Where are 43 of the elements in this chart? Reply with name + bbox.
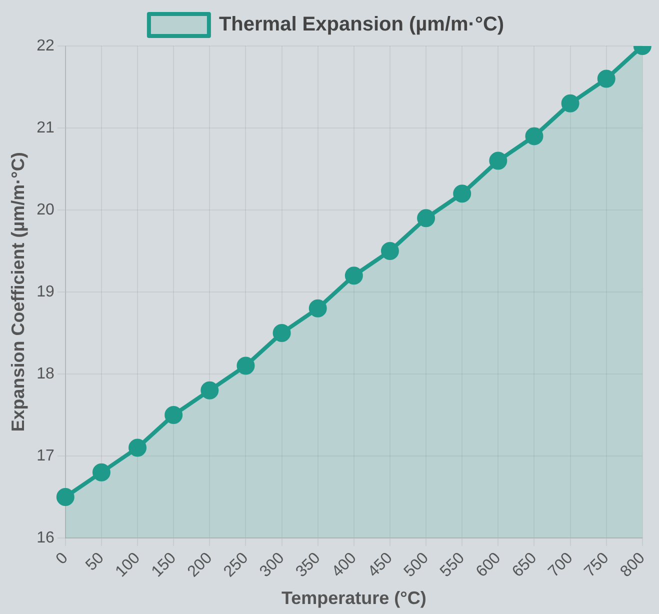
point <box>344 266 363 285</box>
point <box>380 242 399 260</box>
x-tick-label: 200 <box>184 550 216 581</box>
x-tick-label: 400 <box>328 550 360 581</box>
x-tick-label: 550 <box>437 550 468 581</box>
point <box>417 209 436 228</box>
x-tick-label: 600 <box>473 550 504 581</box>
x-tick-label: 0 <box>53 550 72 568</box>
x-tick-label: 100 <box>112 550 144 581</box>
x-tick-label: 250 <box>220 550 252 581</box>
x-tick-label: 750 <box>581 550 612 581</box>
x-tick-label: 150 <box>148 550 180 581</box>
point <box>92 463 110 482</box>
x-tick-label: 50 <box>82 550 108 574</box>
point <box>561 94 580 112</box>
point <box>200 381 219 400</box>
point <box>525 127 544 146</box>
y-tick-label: 21 <box>36 119 54 136</box>
x-tick-label: 350 <box>292 550 324 581</box>
x-tick-label: 650 <box>509 550 540 581</box>
point <box>453 184 472 203</box>
x-tick-label: 800 <box>617 550 648 581</box>
point <box>489 152 508 170</box>
y-tick-label: 22 <box>36 37 54 54</box>
x-tick-label: 300 <box>256 550 288 581</box>
point <box>308 299 327 318</box>
y-tick-label: 19 <box>36 283 54 300</box>
x-tick-label: 700 <box>545 550 576 581</box>
y-tick-label: 17 <box>36 447 54 464</box>
point <box>56 488 74 506</box>
y-tick-label: 18 <box>36 365 54 382</box>
legend-label: Thermal Expansion (µm/m·°C) <box>218 14 504 36</box>
point <box>597 70 616 88</box>
y-tick-label: 16 <box>36 529 54 546</box>
x-tick-label: 500 <box>401 550 432 581</box>
x-axis-title: Temperature (°C) <box>281 588 426 608</box>
point <box>236 356 255 375</box>
point <box>164 406 183 424</box>
x-tick-label: 450 <box>365 550 396 581</box>
y-axis-title: Expansion Coefficient (µm/m·°C) <box>8 152 28 432</box>
point <box>272 324 291 342</box>
point <box>128 438 147 457</box>
y-tick-label: 20 <box>36 201 54 218</box>
